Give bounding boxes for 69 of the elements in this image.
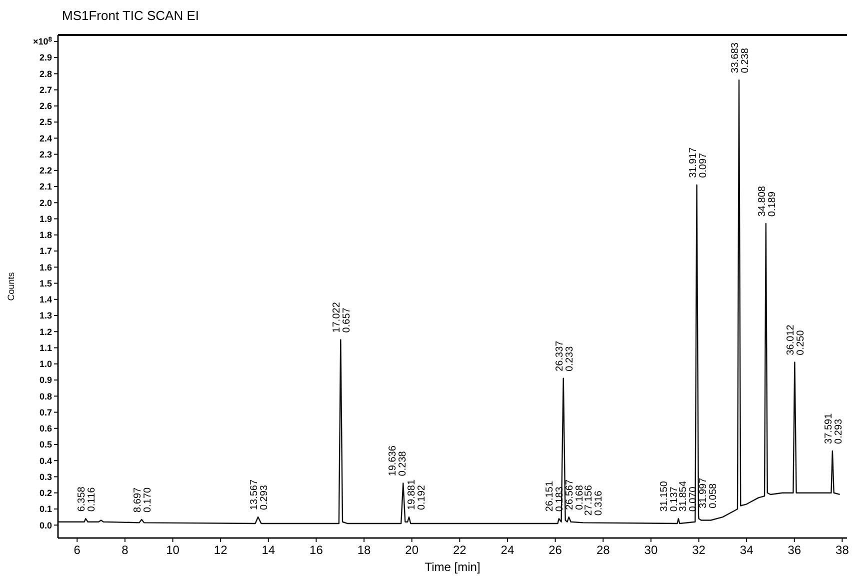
y-tick-label: 1.1 [39, 342, 52, 353]
y-tick-label: 1.2 [39, 326, 52, 337]
x-tick-label: 6 [74, 543, 81, 557]
annotation: 13.567 0.293 [249, 479, 270, 510]
y-tick-label: 2.5 [39, 117, 52, 128]
chart-title: MS1Front TIC SCAN EI [62, 8, 200, 23]
y-tick-label: 2.6 [39, 101, 52, 112]
annotation: 31.854 0.070 [678, 480, 699, 512]
y-tick-label: 0.5 [39, 440, 52, 450]
y-tick-label: 0.3 [39, 472, 52, 482]
x-tick-label: 22 [452, 543, 467, 557]
y-tick-label: 2.7 [39, 84, 52, 95]
x-tick-label: 30 [644, 543, 658, 557]
annotation: 19.636 0.238 [388, 445, 409, 476]
x-tick-label: 20 [405, 543, 419, 557]
annotation: 6.358 0.116 [76, 486, 98, 512]
y-tick-label: 1.8 [39, 230, 52, 240]
y-tick-label: 0.0 [39, 520, 52, 530]
annotation: 34.808 0.189 [756, 186, 778, 217]
y-tick-label: 0.6 [39, 424, 52, 434]
x-tick-label: 18 [357, 543, 372, 557]
x-tick-label: 12 [214, 543, 228, 557]
y-tick-label: 1.0 [39, 359, 52, 370]
y-tick-label: 2.4 [39, 133, 52, 144]
x-tick-label: 34 [740, 543, 754, 557]
y-tick-label: 0.4 [39, 456, 52, 466]
annotation: 17.022 0.657 [332, 302, 353, 333]
y-tick-label: 2.0 [39, 198, 52, 208]
x-tick-label: 32 [692, 543, 706, 557]
y-tick-label: 1.5 [39, 278, 52, 288]
y-tick-label: 0.1 [39, 504, 52, 514]
y-tick-label: 1.7 [39, 246, 52, 256]
y-tick-label: 2.9 [39, 52, 52, 63]
x-tick-label: 28 [596, 543, 610, 557]
annotation: 31.917 0.097 [688, 146, 709, 178]
x-tick-label: 16 [310, 543, 324, 557]
annotation: 37.591 0.293 [823, 412, 844, 444]
annotation: 27.156 0.316 [583, 484, 604, 516]
y-tick-label: 2.1 [39, 182, 52, 192]
x-tick-label: 8 [122, 543, 129, 557]
y-tick-label: 0.8 [39, 391, 52, 402]
annotation: 8.697 0.170 [132, 486, 154, 512]
y-tick-label: 0.2 [39, 488, 52, 498]
annotation: 26.151 0.183 [544, 480, 566, 512]
y-tick-label: 1.4 [39, 294, 52, 305]
y-tick-label: 1.6 [39, 262, 52, 272]
y-tick-label: 1.9 [39, 214, 52, 224]
y-tick-label: 1.3 [39, 310, 52, 321]
y-axis-title: Counts [6, 272, 16, 301]
x-tick-label: 10 [166, 543, 180, 557]
x-tick-label: 36 [788, 543, 802, 557]
y-tick-label: 2.2 [39, 166, 52, 176]
y-tick-label: 0.9 [39, 375, 52, 386]
y-tick-label: 0.7 [39, 407, 52, 418]
annotation: 26.337 0.233 [554, 340, 576, 372]
x-tick-label: 26 [548, 543, 562, 557]
annotation: 31.150 0.137 [658, 480, 680, 512]
y-tick-label: ×10$^{8}$ [32, 36, 52, 47]
y-tick-label: 2.3 [39, 149, 52, 160]
x-tick-label: 14 [262, 543, 276, 557]
annotation: 36.012 0.250 [786, 324, 807, 356]
y-tick-label: 2.8 [39, 68, 52, 79]
x-tick-label: 38 [836, 543, 850, 557]
x-tick-label: 24 [500, 543, 514, 557]
annotation: 26.567 0.168 [564, 479, 586, 510]
x-axis-title: Time [min] [424, 560, 480, 574]
annotation: 19.881 0.192 [406, 479, 428, 510]
annotation: 33.683 0.238 [730, 42, 752, 74]
annotation: 31.997 0.058 [698, 477, 719, 508]
